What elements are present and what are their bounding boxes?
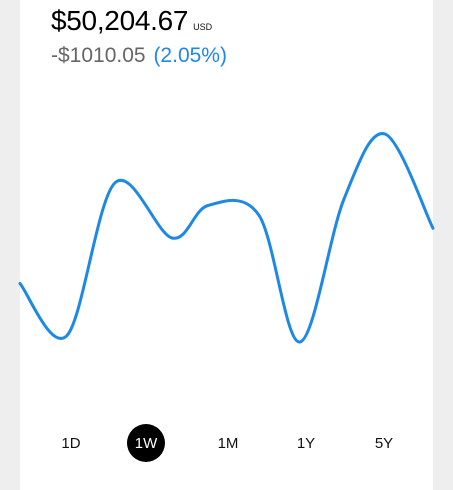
balance-currency: USD [193,22,213,32]
price-chart[interactable] [18,120,435,410]
change-amount: -$1010.05 [51,44,146,67]
range-1y[interactable]: 1Y [296,434,316,452]
range-selector: 1D 1W 1M 1Y 5Y [20,424,433,462]
change-percent: (2.05%) [153,44,227,67]
range-1d[interactable]: 1D [61,434,81,452]
range-5y[interactable]: 5Y [374,434,394,452]
portfolio-card: $50,204.67 USD -$1010.05 (2.05%) 1D 1W 1M… [18,0,435,490]
range-1m[interactable]: 1M [217,434,239,452]
balance-value: $50,204.67 [51,5,189,36]
change-display: -$1010.05 (2.05%) [51,44,227,68]
price-line [18,132,435,344]
balance-display: $50,204.67 USD [51,5,212,37]
range-1w[interactable]: 1W [127,424,165,462]
